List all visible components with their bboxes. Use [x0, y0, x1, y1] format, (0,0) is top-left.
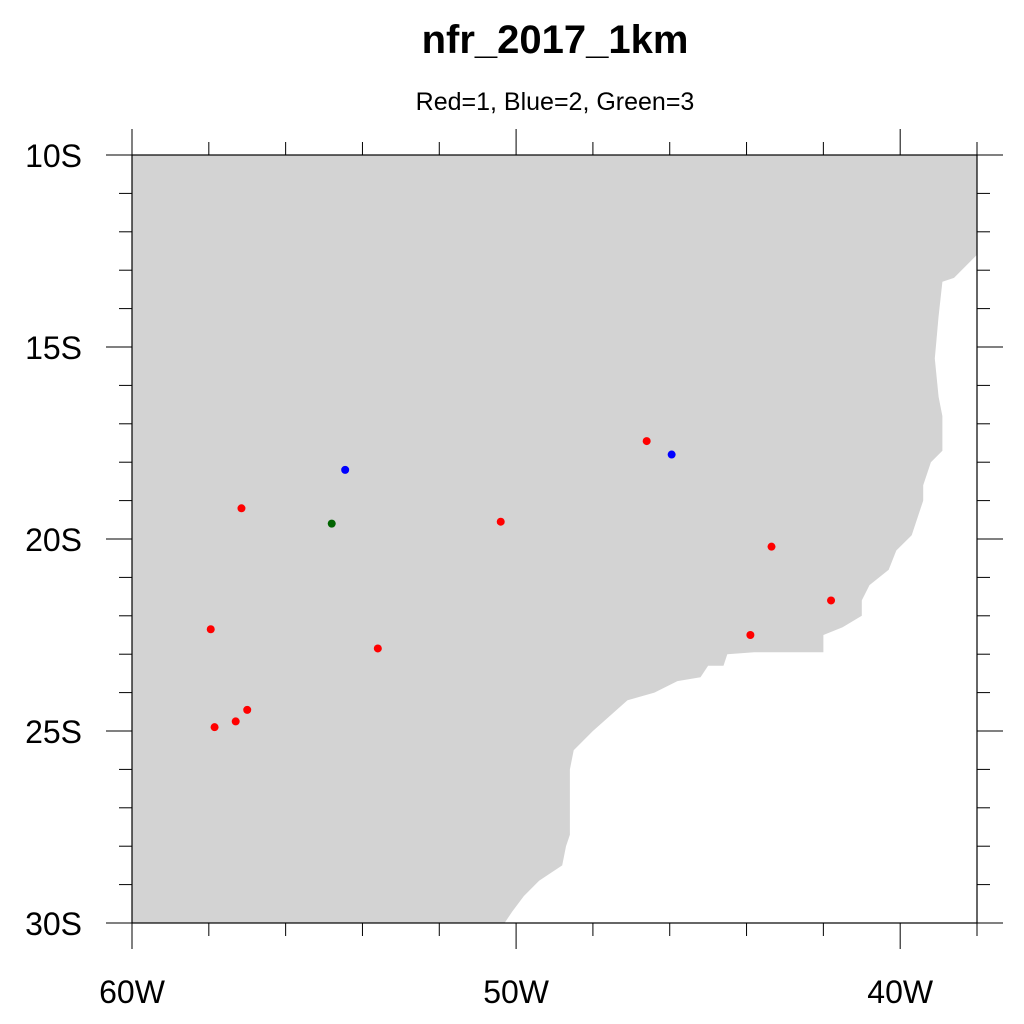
axis-ticks — [106, 129, 1003, 949]
y-tick-label: 20S — [25, 522, 82, 558]
data-point-class-1 — [206, 625, 215, 634]
y-tick-label: 15S — [25, 330, 82, 366]
data-points — [206, 437, 836, 732]
data-point-class-1 — [642, 437, 651, 446]
data-point-class-1 — [827, 596, 836, 605]
ocean-area — [504, 254, 977, 924]
y-tick-label: 10S — [25, 138, 82, 174]
data-point-class-1 — [767, 542, 776, 551]
data-point-class-1 — [496, 517, 505, 526]
x-tick-label: 60W — [99, 974, 166, 1010]
chart-subtitle: Red=1, Blue=2, Green=3 — [415, 88, 695, 116]
data-point-class-1 — [373, 644, 382, 653]
data-point-class-1 — [237, 504, 246, 513]
data-point-class-3 — [327, 519, 336, 528]
data-point-class-2 — [667, 450, 676, 459]
axis-tick-labels: 60W 50W 40W 10S 15S 20S 25S 30S — [25, 138, 934, 1010]
data-point-class-1 — [231, 717, 240, 726]
chart-title: nfr_2017_1km — [421, 18, 689, 62]
data-point-class-2 — [341, 465, 350, 474]
data-point-class-1 — [746, 631, 755, 639]
data-point-class-1 — [210, 723, 219, 732]
x-tick-label: 50W — [483, 974, 550, 1010]
data-point-class-1 — [243, 705, 252, 714]
y-tick-label: 30S — [25, 906, 82, 942]
x-tick-label: 40W — [867, 974, 934, 1010]
y-tick-label: 25S — [25, 714, 82, 750]
